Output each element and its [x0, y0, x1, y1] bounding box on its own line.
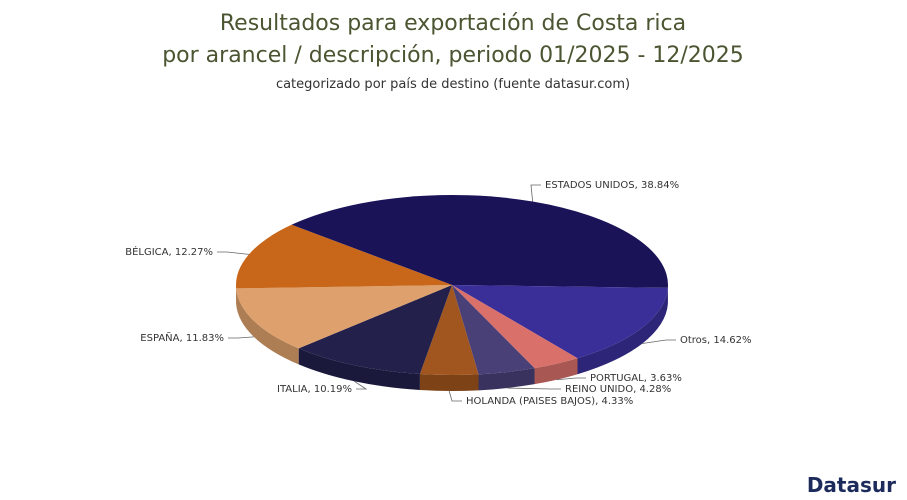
chart-subtitle: categorizado por país de destino (fuente… [276, 77, 630, 92]
data-label-value: 4.28% [639, 384, 671, 395]
data-label-value: 12.27% [175, 247, 213, 258]
slice-side [478, 368, 535, 391]
chart-title: por arancel / descripción, periodo 01/20… [162, 43, 744, 68]
logo: Datasur [807, 473, 896, 497]
data-label: HOLANDA (PAISES BAJOS), 4.33% [466, 396, 633, 407]
data-label-category: HOLANDA (PAISES BAJOS) [466, 396, 595, 407]
data-label-category: REINO UNIDO [565, 384, 633, 395]
data-label-category: ESTADOS UNIDOS [545, 180, 635, 191]
connector [556, 377, 586, 381]
data-label-category: ITALIA [277, 384, 308, 395]
connector [354, 380, 368, 390]
connector [530, 184, 541, 202]
slice-side [534, 358, 578, 385]
data-label-category: ESPAÑA [140, 331, 179, 344]
slice [298, 285, 452, 375]
slice [452, 285, 578, 369]
separator: , [707, 335, 713, 346]
data-label-value: 3.63% [650, 373, 682, 384]
connector [217, 251, 249, 255]
data-label-category: PORTUGAL [590, 373, 644, 384]
data-label-value: 11.83% [186, 333, 224, 344]
data-label-value: 4.33% [601, 396, 633, 407]
slice-side [236, 288, 299, 365]
data-label-value: 14.62% [713, 335, 751, 346]
slice [236, 285, 452, 349]
data-label: REINO UNIDO, 4.28% [565, 384, 671, 395]
slice-side [298, 348, 420, 391]
slice [291, 195, 668, 288]
data-label: PORTUGAL, 3.63% [590, 373, 682, 384]
separator: , [308, 384, 314, 395]
slice-side [577, 287, 668, 375]
separator: , [180, 333, 186, 344]
slice-side [419, 374, 479, 391]
data-label: ESTADOS UNIDOS, 38.84% [545, 180, 679, 191]
slice [452, 285, 535, 375]
data-label: Otros, 14.62% [680, 335, 752, 346]
separator: , [169, 247, 175, 258]
separator: , [595, 396, 601, 407]
connector [642, 339, 676, 344]
separator: , [633, 384, 639, 395]
data-label: BÉLGICA, 12.27% [125, 245, 213, 258]
chart-title: Resultados para exportación de Costa ric… [220, 11, 686, 36]
connector [228, 336, 254, 339]
slice [419, 285, 479, 375]
data-label: ITALIA, 10.19% [277, 384, 352, 395]
connector [448, 390, 462, 402]
data-label-value: 38.84% [641, 180, 679, 191]
slice [236, 224, 452, 289]
data-label-category: Otros [680, 335, 707, 346]
separator: , [635, 180, 641, 191]
data-label: ESPAÑA, 11.83% [140, 331, 224, 344]
separator: , [644, 373, 650, 384]
slice [452, 285, 668, 359]
data-label-category: BÉLGICA [125, 245, 168, 258]
data-label-value: 10.19% [314, 384, 352, 395]
connector [506, 387, 561, 390]
